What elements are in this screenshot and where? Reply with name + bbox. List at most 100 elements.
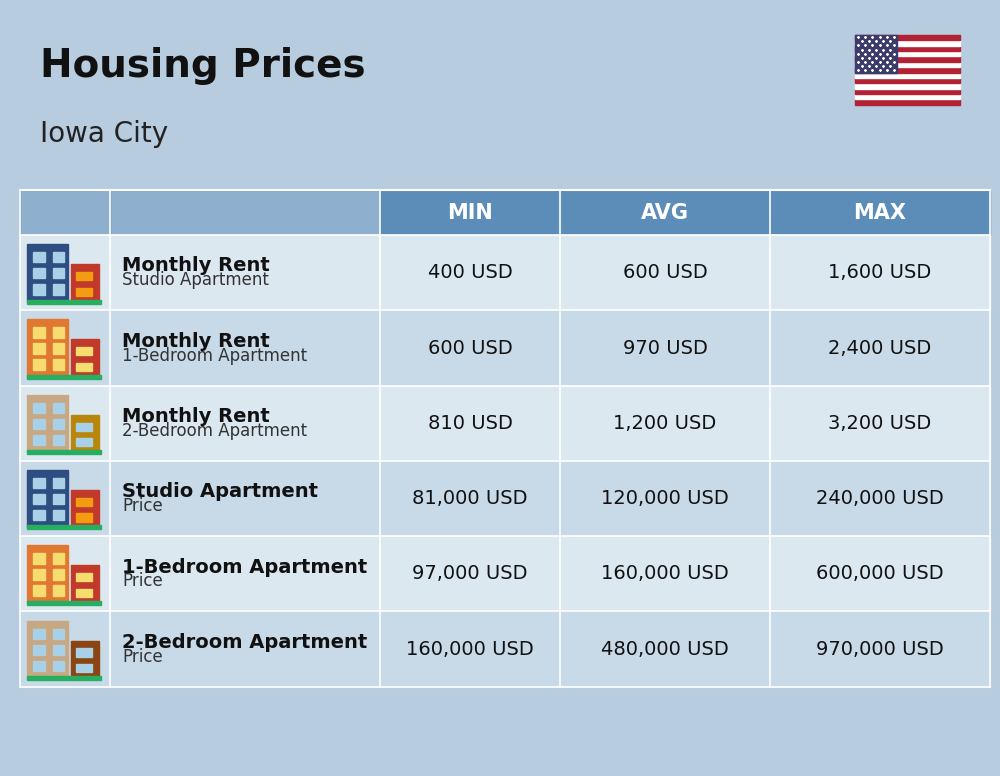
Text: Studio Apartment: Studio Apartment (122, 272, 269, 289)
Bar (20, 611, 110, 687)
Bar (380, 386, 560, 461)
Text: 970,000 USD: 970,000 USD (816, 639, 944, 659)
Bar (53, 478, 64, 488)
Bar (855, 46, 960, 51)
Bar (53, 645, 64, 655)
Bar (770, 235, 990, 310)
Bar (380, 536, 560, 611)
Bar (855, 35, 897, 72)
Text: Studio Apartment: Studio Apartment (122, 483, 318, 501)
Bar (110, 190, 380, 235)
Bar (71, 264, 99, 301)
Bar (855, 99, 960, 105)
Bar (380, 235, 560, 310)
Bar (76, 348, 92, 355)
Bar (27, 244, 68, 301)
Text: MAX: MAX (854, 203, 906, 223)
Bar (770, 536, 990, 611)
Bar (53, 435, 64, 445)
Bar (33, 344, 45, 354)
Bar (560, 461, 770, 536)
Bar (855, 72, 960, 78)
Text: 600 USD: 600 USD (623, 263, 707, 282)
Text: 480,000 USD: 480,000 USD (601, 639, 729, 659)
Bar (560, 310, 770, 386)
Bar (20, 190, 110, 235)
Bar (53, 494, 64, 504)
Bar (770, 190, 990, 235)
Bar (20, 310, 110, 386)
Bar (110, 461, 380, 536)
Bar (855, 62, 960, 68)
Bar (33, 435, 45, 445)
Text: 2,400 USD: 2,400 USD (828, 338, 932, 358)
Bar (560, 235, 770, 310)
Bar (71, 414, 99, 452)
Bar (27, 525, 101, 529)
Bar (27, 395, 68, 452)
Bar (560, 190, 770, 235)
Bar (20, 461, 110, 536)
Bar (770, 310, 990, 386)
Bar (53, 585, 64, 596)
Bar (855, 57, 960, 62)
Bar (110, 386, 380, 461)
Bar (33, 660, 45, 671)
Bar (71, 339, 99, 376)
Bar (71, 565, 99, 602)
Bar (53, 268, 64, 279)
Bar (27, 450, 101, 454)
Bar (33, 359, 45, 370)
Text: MIN: MIN (447, 203, 493, 223)
Bar (110, 310, 380, 386)
Bar (33, 403, 45, 413)
Text: Iowa City: Iowa City (40, 120, 168, 148)
Bar (33, 553, 45, 563)
Bar (110, 235, 380, 310)
Bar (560, 611, 770, 687)
Bar (76, 363, 92, 371)
Text: Housing Prices: Housing Prices (40, 47, 366, 85)
Bar (855, 78, 960, 83)
Bar (33, 645, 45, 655)
Text: 1,200 USD: 1,200 USD (613, 414, 717, 433)
Bar (380, 310, 560, 386)
Bar (53, 660, 64, 671)
Bar (27, 676, 101, 680)
Bar (20, 536, 110, 611)
Bar (20, 235, 110, 310)
Bar (53, 553, 64, 563)
Bar (71, 490, 99, 527)
Text: 97,000 USD: 97,000 USD (412, 564, 528, 584)
Text: 1,600 USD: 1,600 USD (828, 263, 932, 282)
Text: 600 USD: 600 USD (428, 338, 512, 358)
Bar (855, 68, 960, 72)
Bar (53, 252, 64, 262)
Bar (53, 510, 64, 521)
Bar (33, 327, 45, 338)
Bar (27, 320, 68, 376)
Text: 2-Bedroom Apartment: 2-Bedroom Apartment (122, 422, 307, 440)
Bar (855, 88, 960, 94)
Bar (33, 629, 45, 639)
Bar (20, 386, 110, 461)
Bar (33, 268, 45, 279)
Bar (76, 649, 92, 656)
Bar (76, 272, 92, 280)
Text: Monthly Rent: Monthly Rent (122, 407, 270, 426)
Bar (76, 589, 92, 597)
Bar (33, 478, 45, 488)
Text: 1-Bedroom Apartment: 1-Bedroom Apartment (122, 347, 307, 365)
Bar (27, 601, 101, 605)
Bar (33, 419, 45, 429)
Text: Monthly Rent: Monthly Rent (122, 332, 270, 351)
Bar (855, 94, 960, 99)
Bar (770, 386, 990, 461)
Bar (53, 284, 64, 295)
Bar (76, 664, 92, 672)
Text: 2-Bedroom Apartment: 2-Bedroom Apartment (122, 633, 367, 652)
Bar (71, 640, 99, 677)
Bar (53, 403, 64, 413)
Bar (53, 344, 64, 354)
Bar (53, 419, 64, 429)
